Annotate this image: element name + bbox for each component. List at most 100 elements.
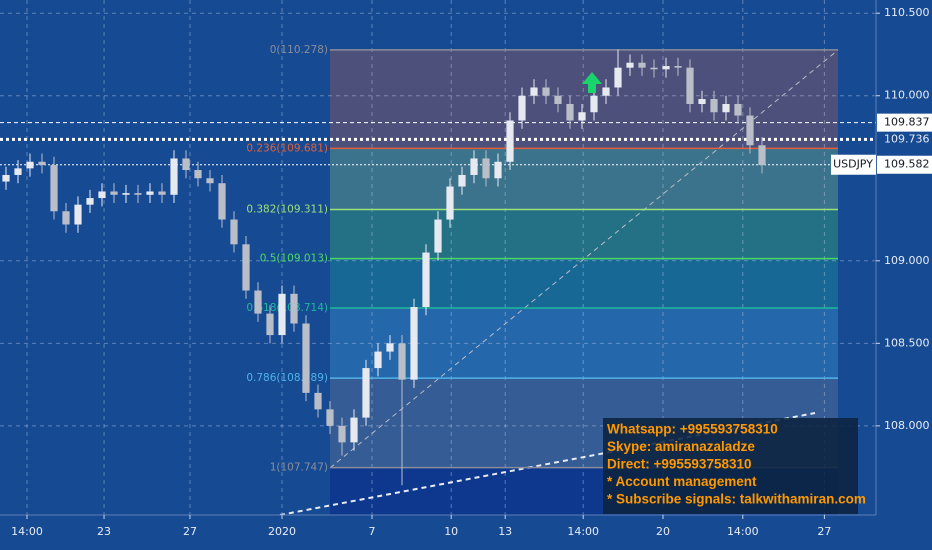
candle-body: [554, 95, 562, 104]
candle-body: [470, 158, 478, 175]
candle-body: [374, 351, 382, 369]
candle-body: [134, 193, 142, 195]
candle-body: [506, 120, 514, 162]
annotation-line: * Account management: [607, 474, 757, 489]
candle-body: [614, 67, 622, 88]
x-tick-label: 20: [656, 525, 670, 538]
x-tick-label: 27: [183, 525, 197, 538]
x-tick-label: 2020: [268, 525, 296, 538]
candle-body: [338, 425, 346, 443]
candle-body: [122, 193, 130, 195]
candle-body: [626, 62, 634, 68]
candle-body: [362, 368, 370, 418]
fib-label: 0.618(108.714): [246, 302, 328, 314]
candle-body: [290, 293, 298, 324]
y-tick-label: 108.000: [884, 419, 930, 432]
fib-zone: [330, 209, 838, 259]
candle-body: [422, 252, 430, 308]
candle-body: [2, 174, 10, 182]
fib-zones: [330, 49, 838, 515]
candle-body: [266, 313, 274, 336]
candle-body: [62, 211, 70, 225]
symbol-label: USDJPY: [833, 158, 873, 171]
candle-body: [746, 115, 754, 146]
candle-body: [386, 343, 394, 352]
annotation-line: Skype: amiranazaladze: [607, 439, 755, 454]
candle-body: [230, 219, 238, 245]
up-arrow: [582, 72, 602, 93]
candle-body: [446, 186, 454, 220]
candle-body: [566, 103, 574, 121]
candle-body: [458, 174, 466, 187]
candle-body: [74, 204, 82, 225]
candle-body: [686, 67, 694, 104]
price-axis: [876, 0, 932, 550]
candle-body: [314, 392, 322, 410]
grid: [0, 0, 876, 515]
candle-body: [302, 323, 310, 393]
candle-body: [14, 168, 22, 175]
candle-body: [410, 307, 418, 380]
candle-body: [674, 66, 682, 68]
annotation: Whatsapp: +995593758310 Skype: amiranazal…: [607, 422, 866, 507]
annotation-box: [603, 418, 858, 514]
candles: [2, 49, 766, 486]
candle-body: [482, 158, 490, 179]
candle-body: [698, 99, 706, 104]
candle-body: [434, 219, 442, 253]
candle-body: [182, 158, 190, 171]
x-tick-label: 10: [444, 525, 458, 538]
candle-body: [206, 178, 214, 184]
candle-body: [98, 191, 106, 199]
x-tick-label: 23: [97, 525, 111, 538]
price-lines: [0, 122, 876, 166]
y-tick-label: 110.500: [884, 6, 930, 19]
fib-zone: [330, 49, 838, 149]
symbol-box: [831, 154, 876, 175]
time-axis: [0, 515, 932, 550]
annotation-line: Whatsapp: +995593758310: [607, 422, 778, 437]
candle-body: [350, 417, 358, 443]
candle-body: [194, 170, 202, 179]
x-tick-label: 13: [498, 525, 512, 538]
candle-body: [530, 87, 538, 96]
x-tick-label: 14:00: [567, 525, 599, 538]
candle-body: [50, 165, 58, 212]
x-tick-label: 7: [369, 525, 376, 538]
candle-body: [710, 99, 718, 113]
candle-body: [218, 183, 226, 220]
axes: 110.500 110.000 109.000 108.500 108.000 14:00…: [11, 6, 932, 538]
x-tick-label: 14:00: [727, 525, 759, 538]
candle-body: [734, 103, 742, 116]
candle-body: [518, 95, 526, 121]
fib-label: 1(107.747): [270, 462, 328, 474]
candle-body: [602, 87, 610, 96]
price-label-box: [877, 113, 932, 132]
y-tick-label: 110.000: [884, 89, 930, 102]
candle-body: [158, 191, 166, 195]
fib-label: 0.236(109.681): [246, 142, 328, 154]
candle-body: [722, 103, 730, 113]
fib-label: 0(110.278): [270, 44, 328, 56]
candle-body: [86, 198, 94, 205]
candle-body: [578, 112, 586, 121]
candle-body: [542, 87, 550, 96]
candle-body: [494, 161, 502, 179]
candle-body: [326, 409, 334, 426]
y-tick-label: 109.000: [884, 254, 930, 267]
candle-body: [638, 62, 646, 68]
candle-body: [278, 293, 286, 336]
candle-body: [590, 95, 598, 113]
fib-label: 0.786(108.289): [246, 372, 328, 384]
candle-body: [242, 244, 250, 291]
y-tick-label: 108.500: [884, 336, 930, 349]
price-label: 109.582: [884, 158, 930, 171]
candle-body: [26, 161, 34, 169]
candle-body: [254, 290, 262, 314]
fib-label: 0.5(109.013): [260, 253, 328, 265]
candle-body: [146, 191, 154, 195]
candle-body: [110, 191, 118, 195]
x-tick-label: 27: [817, 525, 831, 538]
candle-body: [650, 67, 658, 70]
